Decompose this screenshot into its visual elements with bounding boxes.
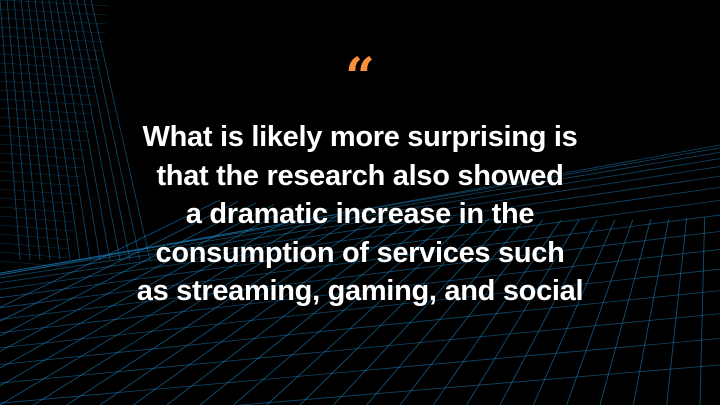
grid-line [0,44,103,52]
grid-line [0,17,108,25]
grid-line [99,212,382,405]
grid-line [0,207,310,387]
grid-line [366,219,526,405]
grid-line [20,0,51,261]
quote-line: as streaming, gaming, and social [136,275,584,307]
grid-line [0,231,720,320]
grid-line [33,209,346,405]
grid-line [0,0,111,7]
grid-line [13,0,41,261]
quotation-mark-icon: “ [345,47,375,108]
quote-line: a dramatic increase in the [185,198,535,230]
grid-line [0,152,85,160]
grid-line [499,219,598,405]
grid-line [0,98,94,106]
grid-line [0,242,70,250]
grid-line [0,187,720,290]
grid-line [55,0,101,261]
grid-line [199,215,436,405]
grid-line [0,206,76,214]
grid-line [0,338,720,404]
grid-line [0,233,72,241]
grid-line [699,217,706,405]
grid-line [48,0,91,261]
grid-line [0,0,21,261]
grid-line [41,0,81,261]
grid-line [34,0,71,261]
grid-line [0,161,84,169]
grid-line [0,224,73,232]
grid-line [0,188,79,196]
grid-line [666,218,688,405]
quote-line: consumption of services such [155,236,565,269]
grid-line [566,219,634,405]
grid-line [399,219,544,405]
grid-line [0,179,81,187]
grid-line [0,89,96,97]
grid-line [0,199,221,308]
grid-line [0,251,69,259]
grid-line [0,214,720,309]
grid-line [0,53,102,61]
grid-line [333,218,508,405]
grid-line [266,217,472,405]
grid-line [0,197,78,205]
grid-line [0,268,720,349]
grid-line [0,290,720,365]
grid-line [0,175,720,284]
grid-line [0,199,720,299]
grid-line [0,151,720,274]
quote-line: that the research also showed [156,159,564,192]
grid-line [0,202,257,337]
grid-line [90,0,151,261]
grid-line [0,143,87,151]
grid-line [0,170,82,178]
grid-line [62,0,111,261]
grid-line [27,0,61,261]
grid-line [0,260,67,268]
grid-line [0,107,93,115]
grid-line [0,215,75,223]
grid-line [0,249,720,334]
grid-line [0,208,328,405]
grid-line [6,0,31,261]
grid-line [0,8,109,16]
grid-line [0,158,720,275]
grid-line [233,216,454,405]
quote-line: What is likely more surprising is [142,121,578,153]
grid-line [632,218,670,405]
grid-line [532,219,616,405]
grid-line [0,125,90,133]
grid-line [299,217,490,405]
grid-line [0,134,88,142]
grid-line [0,116,91,124]
grid-line [0,26,106,34]
grid-line [432,219,562,405]
grid-line [0,147,720,274]
quote-text: What is likely more surprising is that t… [60,118,660,311]
grid-line [76,0,131,261]
grid-line [235,364,720,405]
grid-line [133,213,400,405]
grid-line [0,71,99,79]
grid-line [83,0,141,261]
grid-line [0,166,720,279]
grid-line [0,80,97,88]
grid-line [0,35,105,43]
grid-line [0,62,100,70]
grid-line [69,0,121,261]
grid-line [0,313,720,384]
